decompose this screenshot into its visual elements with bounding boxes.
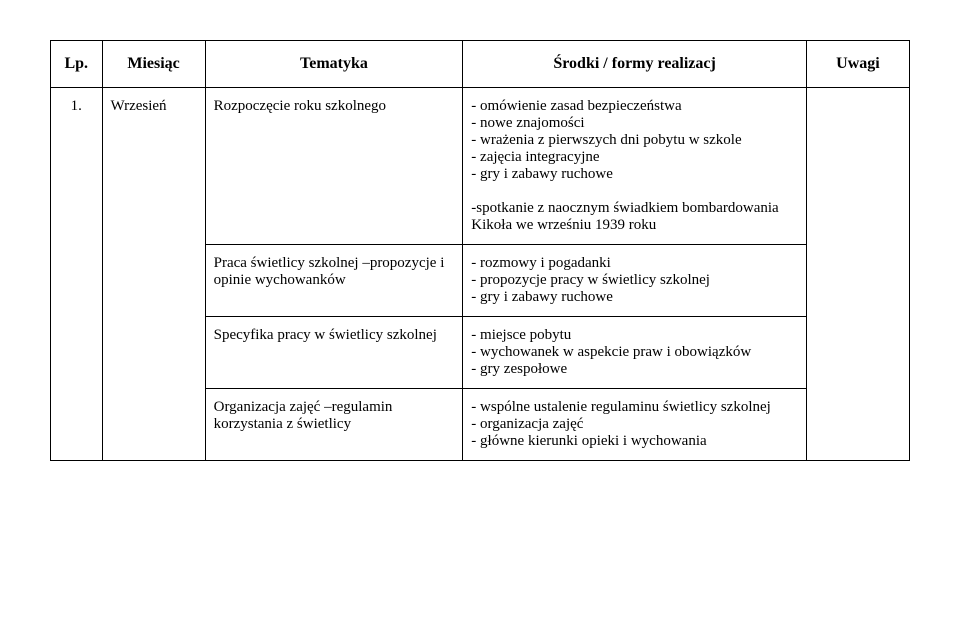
table-header-row: Lp. Miesiąc Tematyka Środki / formy real…	[51, 41, 910, 88]
cell-topic: Specyfika pracy w świetlicy szkolnej	[205, 317, 463, 389]
cell-means: - rozmowy i pogadanki- propozycje pracy …	[463, 245, 807, 317]
header-topic: Tematyka	[205, 41, 463, 88]
cell-month: Wrzesień	[102, 88, 205, 461]
cell-means: - miejsce pobytu- wychowanek w aspekcie …	[463, 317, 807, 389]
cell-means: - omówienie zasad bezpieczeństwa- nowe z…	[463, 88, 807, 245]
plan-table: Lp. Miesiąc Tematyka Środki / formy real…	[50, 40, 910, 461]
table-row: 1. Wrzesień Rozpoczęcie roku szkolnego -…	[51, 88, 910, 245]
header-notes: Uwagi	[806, 41, 909, 88]
cell-means: - wspólne ustalenie regulaminu świetlicy…	[463, 389, 807, 461]
header-lp: Lp.	[51, 41, 103, 88]
header-means: Środki / formy realizacj	[463, 41, 807, 88]
cell-notes	[806, 88, 909, 461]
cell-topic: Organizacja zajęć –regulamin korzystania…	[205, 389, 463, 461]
cell-topic: Rozpoczęcie roku szkolnego	[205, 88, 463, 245]
cell-topic: Praca świetlicy szkolnej –propozycje i o…	[205, 245, 463, 317]
header-month: Miesiąc	[102, 41, 205, 88]
cell-lp: 1.	[51, 88, 103, 461]
